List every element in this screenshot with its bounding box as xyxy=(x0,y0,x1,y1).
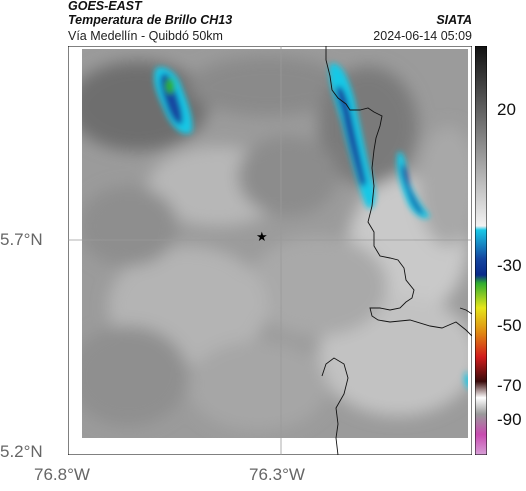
satellite-map-panel: ★ xyxy=(68,46,472,455)
lat-tick-label: 5.2°N xyxy=(0,442,43,461)
lon-tick-label: 76.8°W xyxy=(34,465,90,484)
cloud-field xyxy=(68,49,472,438)
lat-tick-label: 5.7°N xyxy=(0,230,43,249)
colorbar-label: -90 xyxy=(497,410,522,429)
colorbar-label: -70 xyxy=(497,376,522,395)
colorbar-label: 20 xyxy=(497,100,516,119)
satellite-name: GOES-EAST xyxy=(68,0,142,13)
border-line xyxy=(325,46,472,337)
organization-label: SIATA xyxy=(436,13,472,27)
border-line-south xyxy=(321,357,349,455)
product-title: Temperatura de Brillo CH13 xyxy=(68,13,233,27)
timestamp-label: 2024-06-14 05:09 xyxy=(373,29,472,43)
lon-tick-label: 76.3°W xyxy=(249,465,305,484)
colorbar-label: -50 xyxy=(497,316,522,335)
route-subtitle: Vía Medellín - Quibdó 50km xyxy=(68,29,223,43)
satellite-map-image xyxy=(68,46,472,455)
city-marker-star-icon: ★ xyxy=(256,229,268,244)
map-header: GOES-EAST Temperatura de Brillo CH13 Vía… xyxy=(68,0,472,46)
colorbar xyxy=(475,46,487,455)
colorbar-label: -30 xyxy=(497,256,522,275)
